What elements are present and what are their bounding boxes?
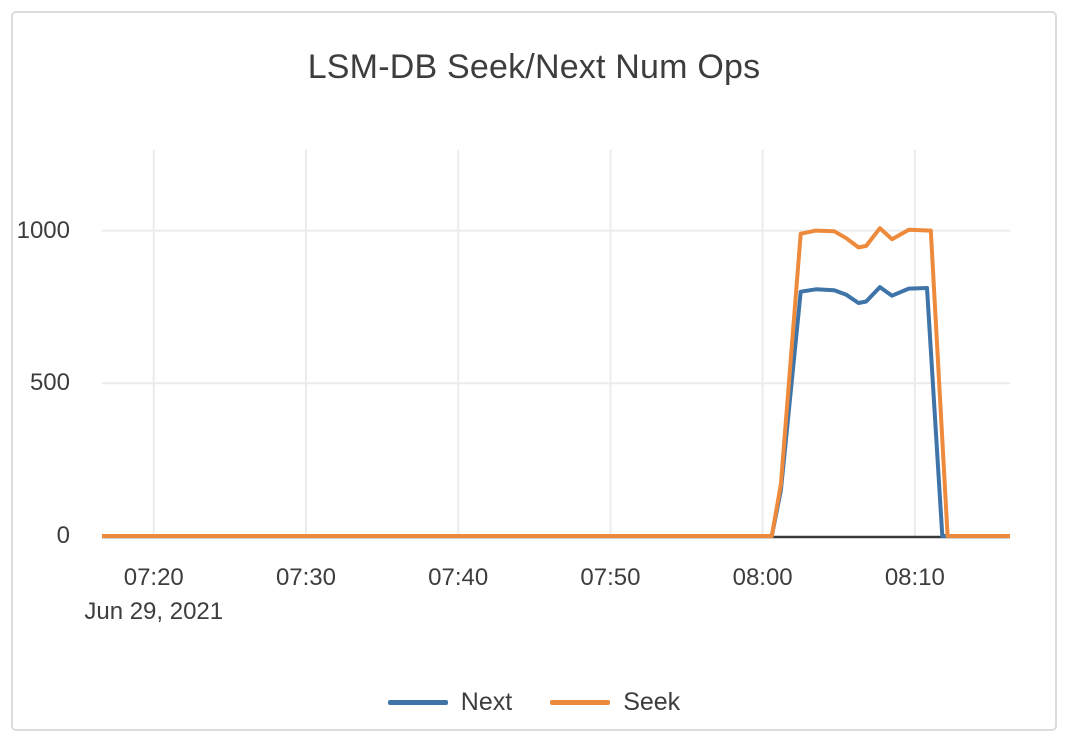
- y-tick-label: 0: [56, 522, 70, 549]
- legend-item-next[interactable]: Next: [387, 687, 513, 717]
- legend-line-icon: [550, 699, 611, 705]
- series-line-seek: [102, 226, 1010, 538]
- x-tick-label: 07:40: [428, 564, 489, 591]
- legend-line-icon: [387, 699, 448, 705]
- legend-label: Next: [460, 687, 513, 716]
- series-line-next: [102, 285, 1010, 538]
- x-tick-label: 07:30: [275, 564, 336, 591]
- x-tick-label: 08:10: [884, 564, 945, 591]
- chart-title: LSM-DB Seek/Next Num Ops: [307, 48, 761, 86]
- y-tick-label: 500: [29, 369, 70, 397]
- chart-card: [11, 11, 1057, 731]
- x-tick-label: 08:00: [732, 564, 793, 591]
- x-tick-label: 07:20: [123, 564, 184, 591]
- x-axis-date-label: Jun 29, 2021: [84, 598, 224, 625]
- legend-item-seek[interactable]: Seek: [550, 688, 680, 717]
- y-tick-label: 1000: [16, 216, 70, 244]
- legend-label: Seek: [623, 687, 681, 716]
- legend: Next Seek: [0, 684, 1068, 720]
- x-tick-label: 07:50: [580, 564, 641, 591]
